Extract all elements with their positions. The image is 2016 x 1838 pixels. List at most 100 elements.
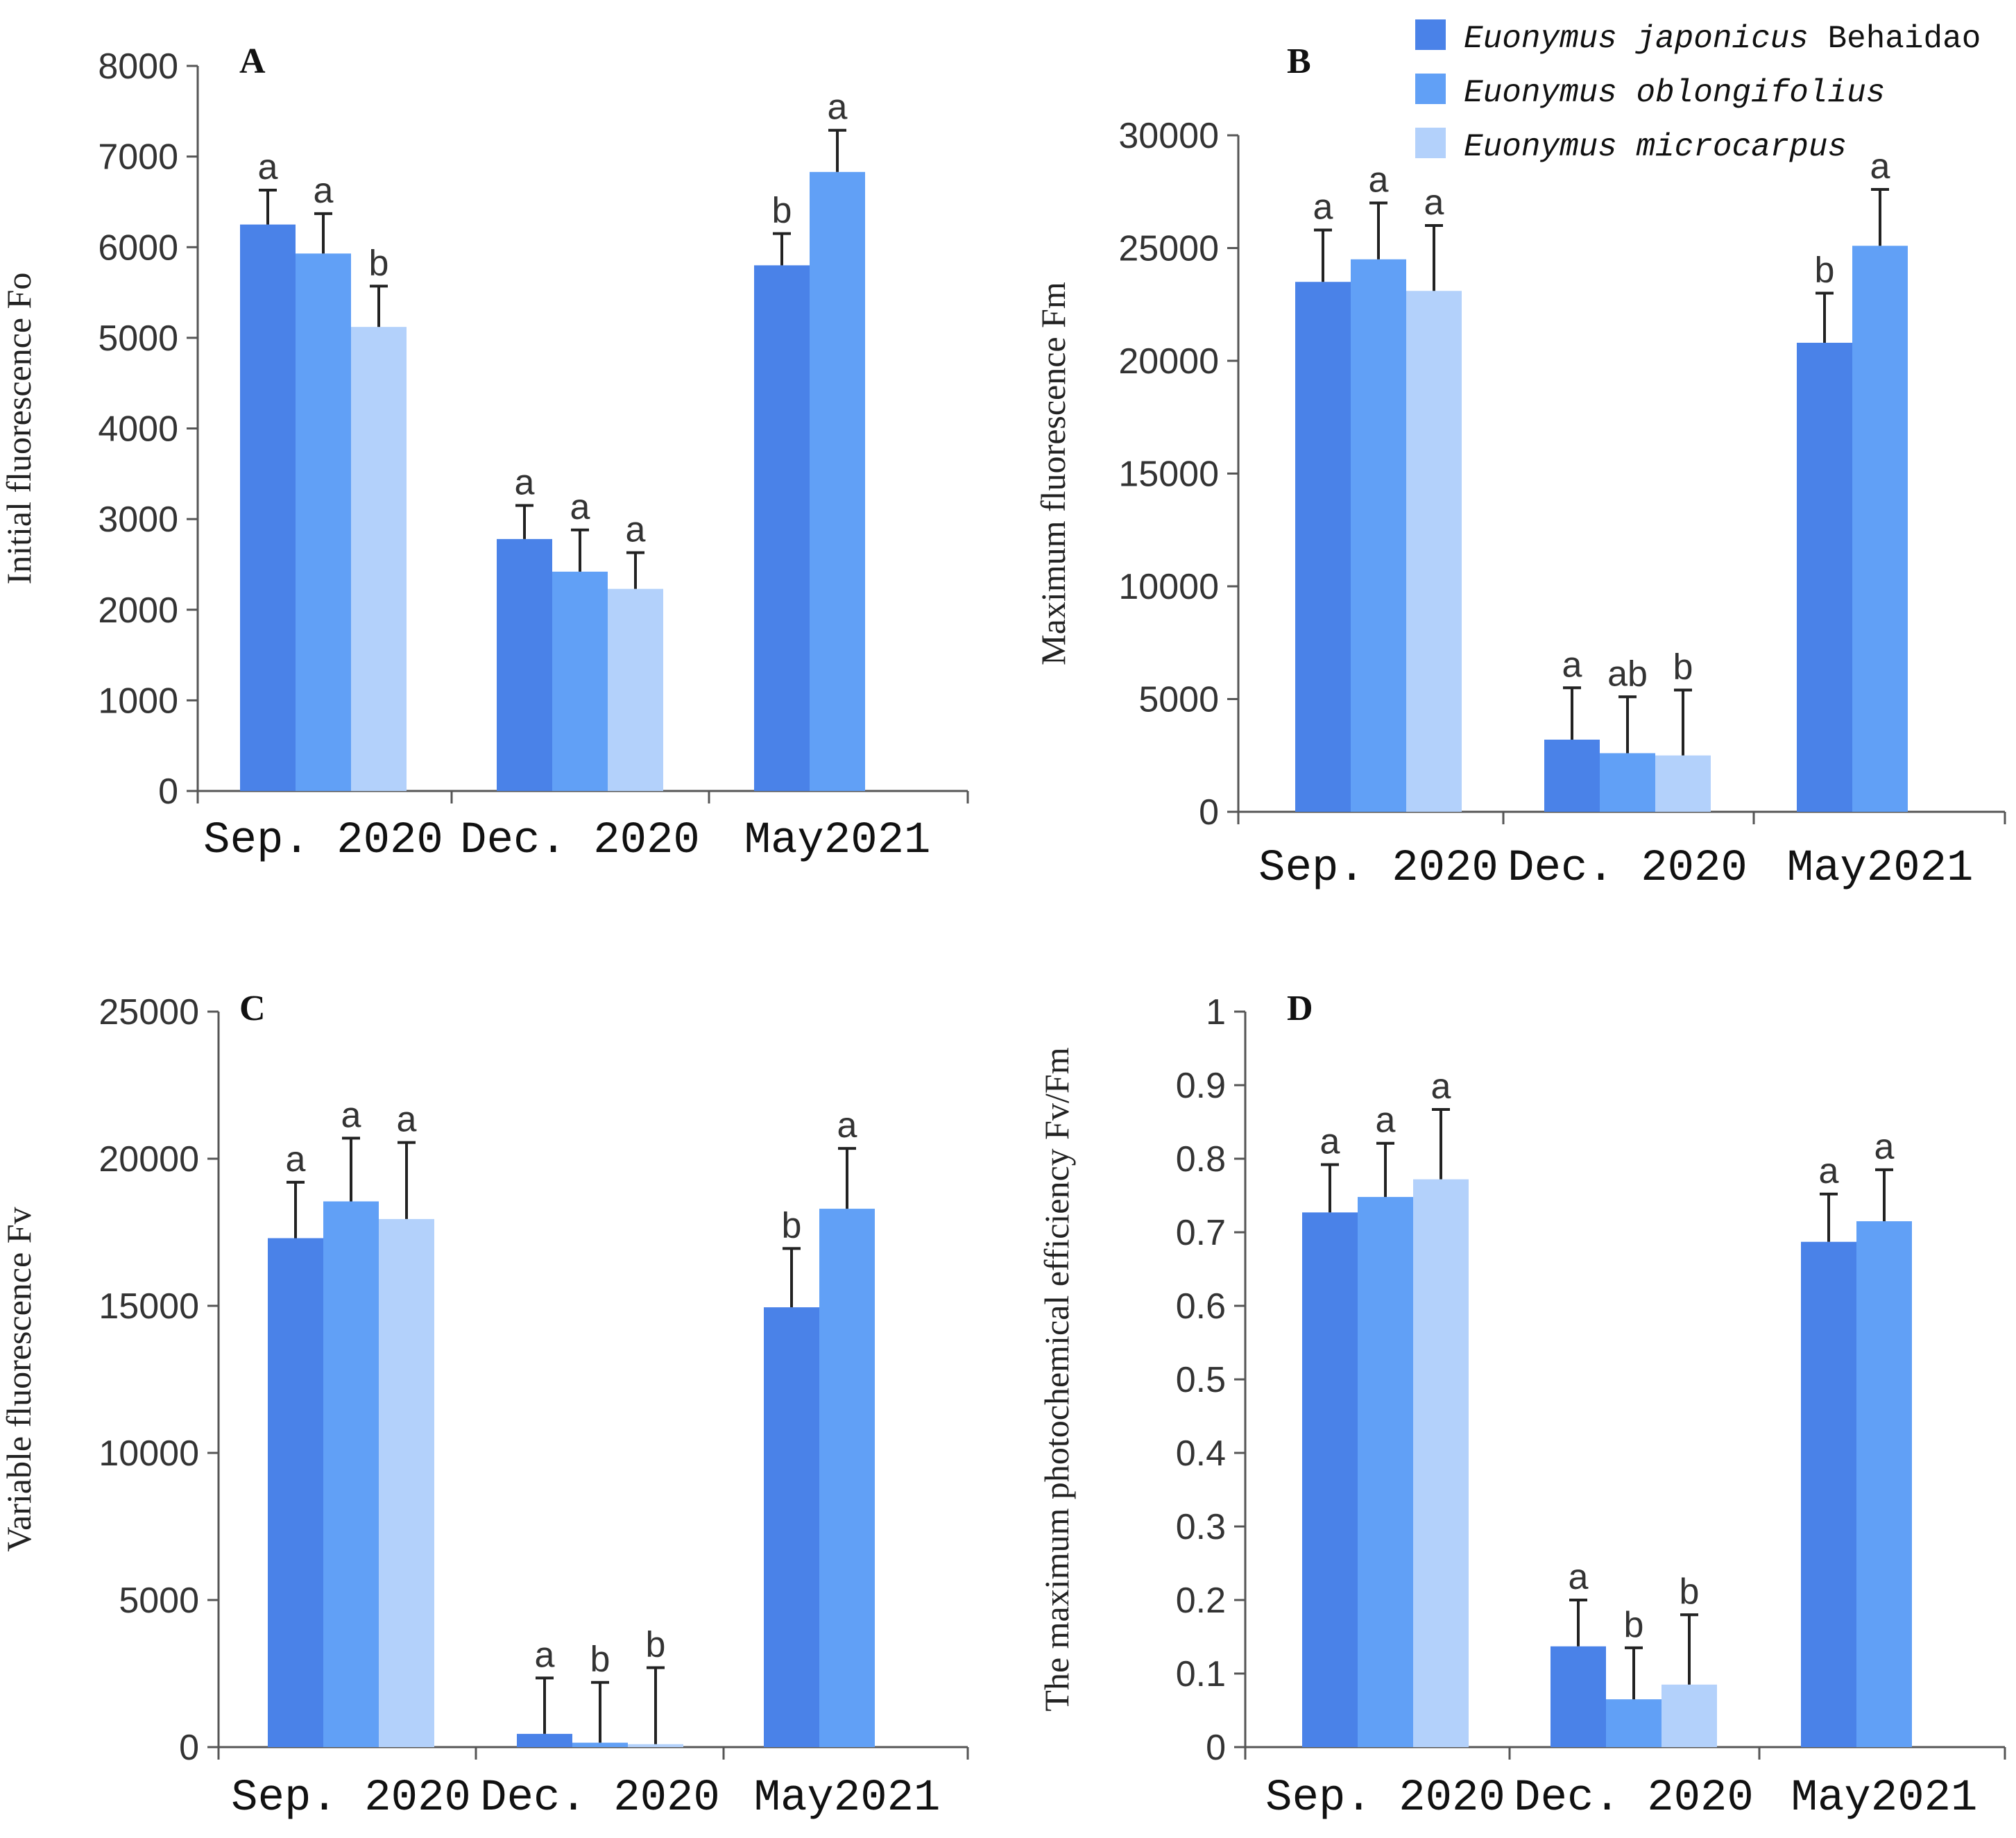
y-tick-label-a-4: 4000 [98, 409, 178, 450]
y-tick-label-a-3: 3000 [98, 500, 178, 540]
bar-c-series2-cat0 [379, 1218, 434, 1747]
y-tick-label-b-3: 15000 [1118, 454, 1219, 495]
bar-a-series0-cat1 [497, 538, 552, 791]
legend: Euonymus japonicus Behaidao Euonymus obl… [1415, 19, 1981, 165]
sig-label-a-series1-cat2: a [828, 87, 848, 128]
sig-label-b-series2-cat0: a [1424, 182, 1444, 223]
sig-label-d-series2-cat0: a [1431, 1066, 1451, 1107]
bar-a-series1-cat2 [810, 171, 865, 792]
y-tick-label-a-5: 5000 [98, 318, 178, 359]
sig-label-d-series0-cat0: a [1320, 1121, 1340, 1161]
y-tick-label-d-8: 0.8 [1176, 1139, 1226, 1180]
y-tick-label-c-0: 0 [179, 1728, 199, 1768]
y-tick-label-b-2: 10000 [1118, 567, 1219, 607]
legend-label-japonicus: Euonymus japonicus Behaidao [1464, 21, 1981, 57]
bar-a-series1-cat0 [296, 253, 351, 791]
y-tick-label-a-0: 0 [158, 772, 178, 812]
bar-c-series1-cat0 [323, 1201, 379, 1747]
x-category-label-c-1: Dec. 2020 [480, 1773, 720, 1823]
x-category-label-b-1: Dec. 2020 [1507, 844, 1748, 894]
y-tick-label-b-5: 25000 [1118, 229, 1219, 269]
sig-label-b-series2-cat1: b [1673, 647, 1693, 688]
bar-d-series1-cat1 [1606, 1699, 1662, 1747]
bar-a-series0-cat2 [754, 265, 810, 791]
bar-c-series1-cat2 [819, 1209, 875, 1747]
bar-b-series2-cat1 [1655, 755, 1711, 812]
legend-swatch-microcarpus [1415, 128, 1446, 158]
panel-letter-b: B [1287, 42, 1311, 81]
bar-b-series0-cat0 [1295, 282, 1351, 812]
y-tick-label-d-3: 0.3 [1176, 1507, 1226, 1547]
x-category-label-a-2: May2021 [744, 816, 931, 866]
x-category-label-c-2: May2021 [754, 1773, 941, 1823]
y-tick-label-b-6: 30000 [1118, 116, 1219, 156]
y-tick-label-a-2: 2000 [98, 590, 178, 631]
sig-label-d-series1-cat0: a [1376, 1100, 1396, 1141]
y-tick-label-c-2: 10000 [99, 1433, 199, 1474]
y-tick-label-d-2: 0.2 [1176, 1581, 1226, 1621]
sig-label-c-series0-cat2: b [782, 1205, 802, 1245]
legend-swatch-oblongifolius [1415, 74, 1446, 104]
sig-label-c-series2-cat0: a [397, 1100, 417, 1140]
legend-label-microcarpus: Euonymus microcarpus [1464, 129, 1847, 165]
sig-label-d-series1-cat1: b [1624, 1605, 1644, 1645]
sig-label-b-series0-cat0: a [1313, 187, 1333, 228]
legend-label-oblongifolius: Euonymus oblongifolius [1464, 75, 1885, 111]
bar-b-series1-cat0 [1351, 259, 1406, 812]
y-tick-label-c-5: 25000 [99, 992, 199, 1032]
bar-c-series0-cat1 [517, 1733, 572, 1747]
bar-b-series1-cat1 [1600, 753, 1655, 812]
y-tick-label-a-7: 7000 [98, 137, 178, 178]
legend-swatch-japonicus [1415, 19, 1446, 50]
sig-label-d-series0-cat2: a [1819, 1151, 1839, 1191]
chart-panel-a: A Initial fluorescence Fo 0 1000 2000 3000 400… [0, 42, 969, 866]
y-tick-label-b-4: 20000 [1118, 341, 1219, 382]
sig-label-b-series1-cat1: ab [1607, 654, 1648, 694]
sig-label-c-series1-cat0: a [341, 1095, 361, 1135]
y-tick-label-d-7: 0.7 [1176, 1213, 1226, 1253]
y-tick-label-b-0: 0 [1199, 792, 1219, 833]
y-tick-label-c-3: 15000 [99, 1286, 199, 1327]
bar-d-series0-cat2 [1801, 1241, 1856, 1747]
x-category-label-c-0: Sep. 2020 [231, 1773, 471, 1823]
bar-a-series0-cat0 [240, 224, 296, 791]
bar-b-series2-cat0 [1406, 291, 1462, 812]
sig-label-b-series0-cat1: a [1562, 645, 1582, 685]
panel-letter-d: D [1287, 989, 1313, 1028]
bar-c-series0-cat2 [764, 1307, 819, 1747]
sig-label-b-series1-cat0: a [1369, 160, 1389, 201]
y-tick-label-a-1: 1000 [98, 681, 178, 721]
sig-label-a-series0-cat2: b [772, 191, 792, 231]
sig-label-c-series0-cat0: a [286, 1139, 306, 1180]
sig-label-a-series1-cat1: a [570, 487, 590, 527]
y-tick-label-d-9: 0.9 [1176, 1066, 1226, 1106]
bar-d-series2-cat1 [1662, 1684, 1717, 1747]
y-tick-label-d-10: 1 [1206, 992, 1226, 1032]
y-tick-label-a-8: 8000 [98, 46, 178, 87]
bar-c-series0-cat0 [268, 1238, 323, 1747]
chart-panel-b: B Maximum fluorescence Fm 0 5000 10000 15000 2… [1034, 42, 2006, 894]
y-tick-label-d-0: 0 [1206, 1728, 1226, 1768]
bar-c-series1-cat1 [572, 1742, 628, 1747]
x-category-label-d-2: May2021 [1791, 1773, 1978, 1823]
y-tick-label-d-6: 0.6 [1176, 1286, 1226, 1327]
bar-b-series0-cat1 [1544, 740, 1600, 812]
sig-label-d-series2-cat1: b [1680, 1572, 1700, 1612]
x-category-label-a-1: Dec. 2020 [460, 816, 700, 866]
y-tick-label-c-1: 5000 [119, 1581, 199, 1621]
y-axis-title-a: Initial fluorescence Fo [0, 273, 38, 585]
sig-label-c-series2-cat1: b [646, 1625, 666, 1665]
sig-label-a-series0-cat0: a [258, 147, 278, 187]
sig-label-c-series1-cat2: a [837, 1105, 857, 1146]
chart-panel-d: D The maximum photochemical efficiency Fv… [1037, 989, 2006, 1823]
bar-a-series2-cat1 [608, 588, 663, 791]
y-axis-title-c: Variable fluorescence Fv [0, 1207, 38, 1552]
y-tick-label-a-6: 6000 [98, 228, 178, 268]
sig-label-c-series0-cat1: a [535, 1635, 555, 1675]
sig-label-c-series1-cat1: b [590, 1640, 610, 1680]
bar-d-series0-cat1 [1551, 1646, 1606, 1747]
bar-d-series1-cat2 [1856, 1221, 1912, 1747]
sig-label-a-series2-cat1: a [626, 509, 646, 550]
y-axis-title-b: Maximum fluorescence Fm [1034, 282, 1073, 665]
